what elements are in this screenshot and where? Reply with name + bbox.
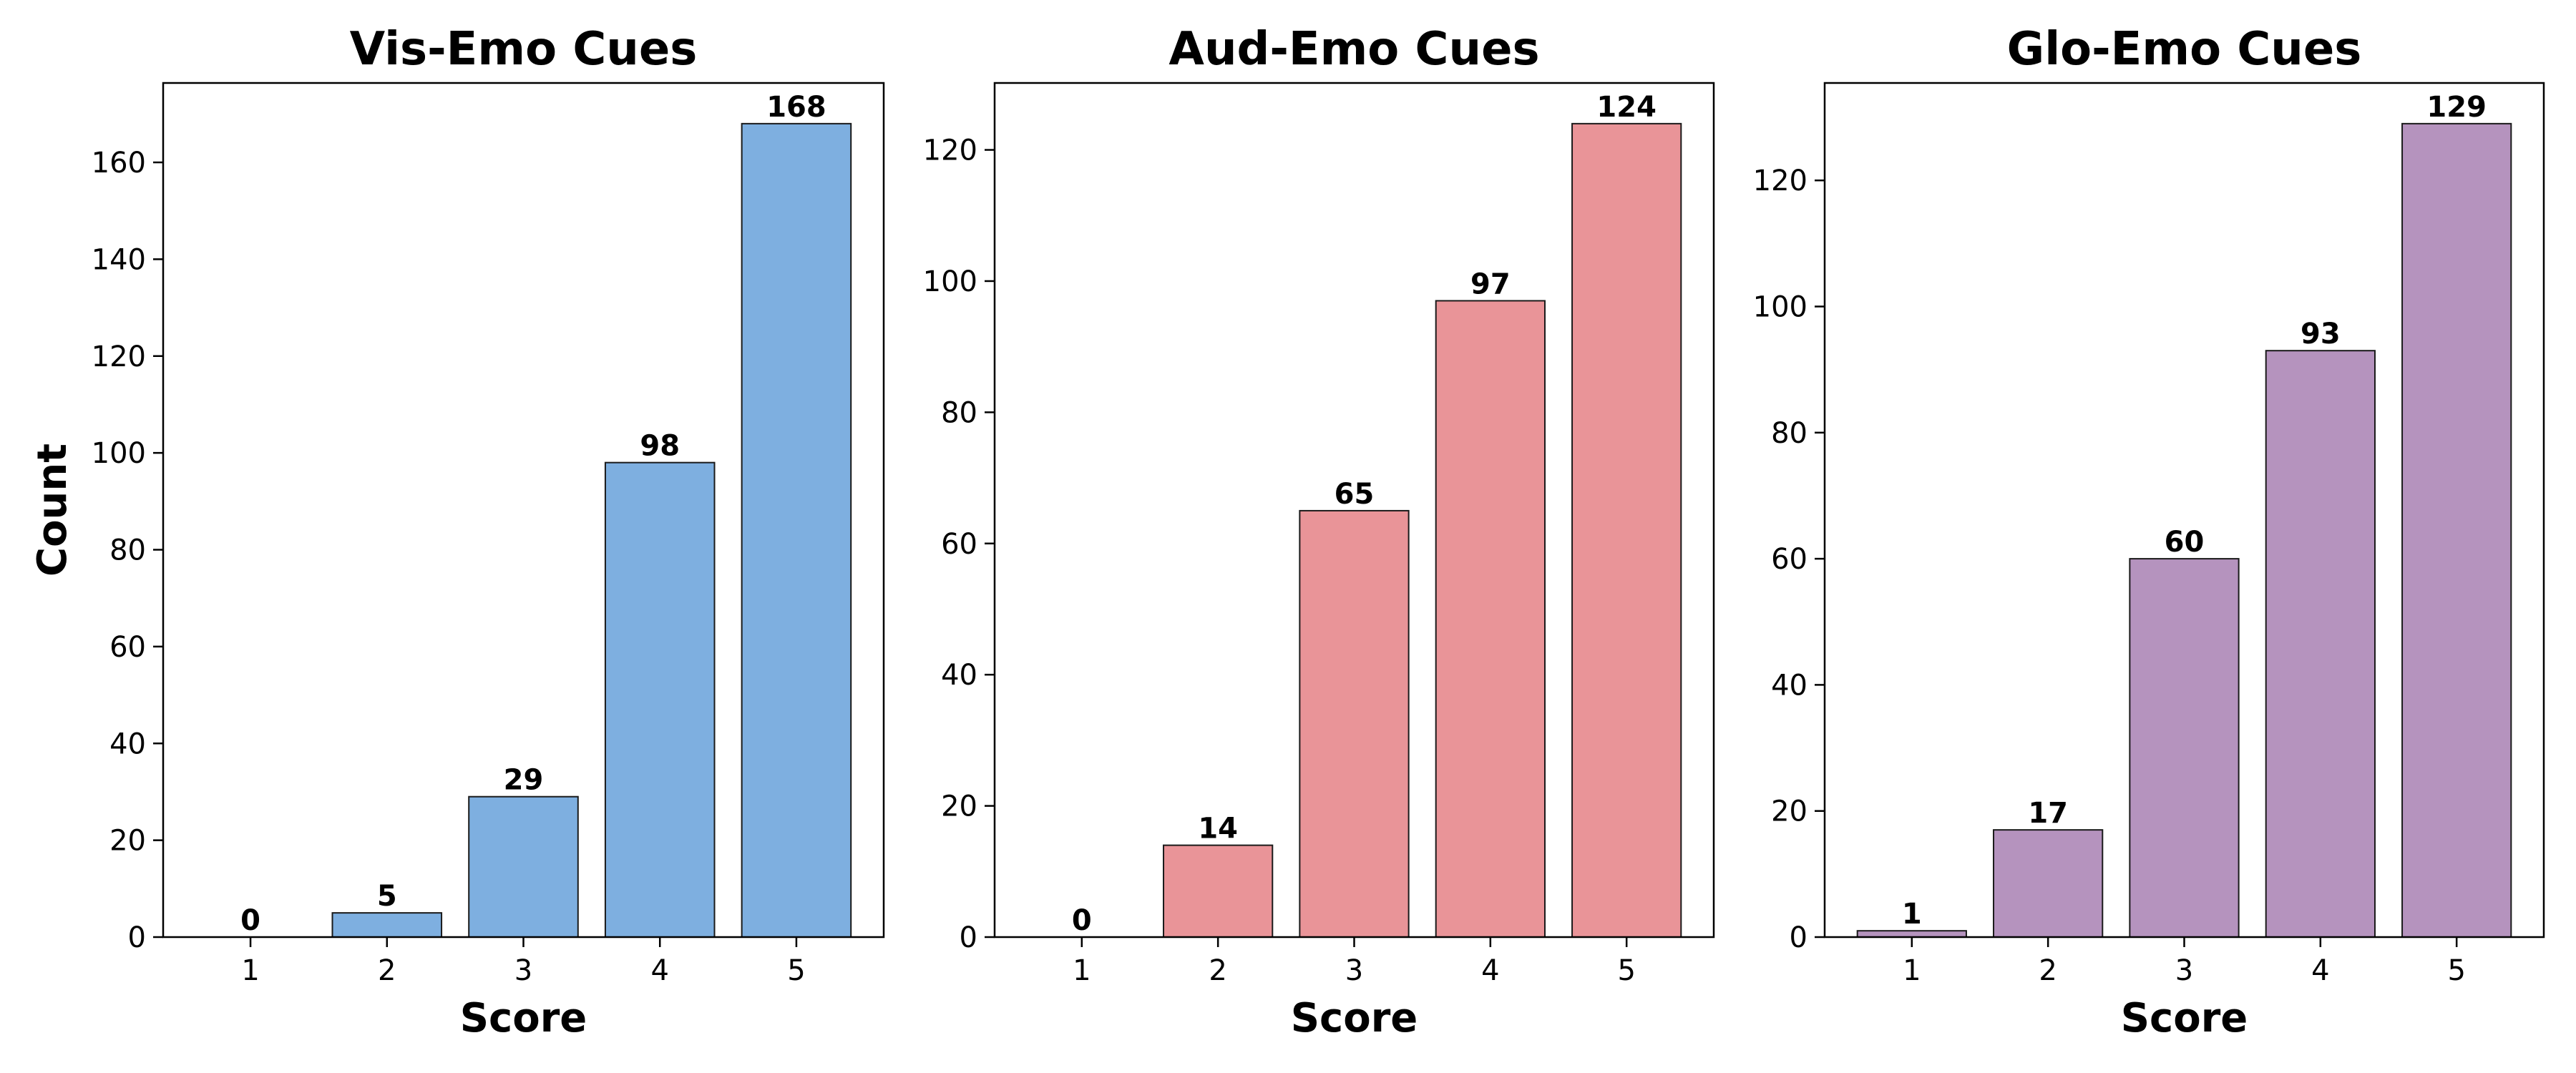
x-axis-label: Score <box>1291 995 1418 1042</box>
x-tick-label: 2 <box>1209 954 1226 987</box>
data-label-1: 1 <box>1902 898 1922 931</box>
bar-5 <box>1571 122 1682 938</box>
y-tick-label: 40 <box>1771 669 1807 702</box>
data-label-3: 29 <box>504 764 544 797</box>
bar-3 <box>1299 509 1410 938</box>
y-tick-label: 60 <box>1771 543 1807 576</box>
x-tick-label: 1 <box>1073 954 1091 987</box>
y-tick-label: 20 <box>109 825 146 858</box>
x-tick-label: 5 <box>787 954 805 987</box>
x-tick-label: 1 <box>241 954 259 987</box>
y-tick-label: 60 <box>109 631 146 664</box>
chart-panel-1: 0 5 29 98 168 0 20 40 60 80 100 120 140 160 1 2 3 4 5 Vis-E… <box>29 23 885 1042</box>
x-tick-label: 2 <box>378 954 396 987</box>
chart-title: Vis-Emo Cues <box>350 23 698 76</box>
bar-5 <box>2401 122 2512 938</box>
x-tick-label: 3 <box>514 954 532 987</box>
y-tick-label: 80 <box>1771 417 1807 450</box>
data-label-4: 97 <box>1470 268 1511 300</box>
y-tick-label: 20 <box>941 790 977 823</box>
x-tick-label: 4 <box>650 954 668 987</box>
y-tick-label: 40 <box>109 727 146 760</box>
y-tick-label: 140 <box>92 243 146 276</box>
y-axis-label: Count <box>29 444 76 577</box>
y-tick-label: 0 <box>960 921 977 954</box>
data-label-2: 14 <box>1198 813 1238 846</box>
x-axis-label: Score <box>2121 995 2248 1042</box>
y-tick-label: 80 <box>109 534 146 567</box>
y-tick-label: 100 <box>1753 290 1807 323</box>
data-label-3: 60 <box>2165 526 2205 559</box>
x-axis-label: Score <box>460 995 587 1042</box>
data-label-1: 0 <box>1072 904 1092 937</box>
x-tick-label: 5 <box>2447 954 2465 987</box>
data-label-2: 5 <box>377 880 397 913</box>
bar-2 <box>331 912 443 939</box>
bar-2 <box>1993 829 2104 938</box>
bar-4 <box>2265 350 2376 938</box>
y-tick-label: 0 <box>1790 921 1807 954</box>
chart-panel-2: 0 14 65 97 124 0 20 40 60 80 100 120 1 2 3 4 5 Aud-Emo Cu… <box>923 23 1715 1042</box>
bar-2 <box>1163 844 1274 939</box>
chart-panel-3: 1 17 60 93 129 0 20 40 60 80 100 120 1 2 3 4 5 Glo-Emo Cu… <box>1753 23 2545 1042</box>
x-tick-label: 5 <box>1617 954 1635 987</box>
bar-4 <box>1435 300 1546 938</box>
data-label-4: 93 <box>2301 318 2341 351</box>
x-tick-label: 2 <box>2039 954 2057 987</box>
data-label-5: 168 <box>766 91 826 124</box>
x-tick-label: 3 <box>1345 954 1363 987</box>
y-tick-label: 100 <box>92 437 146 470</box>
data-label-5: 129 <box>2426 91 2487 124</box>
y-tick-label: 120 <box>92 340 146 373</box>
y-tick-label: 20 <box>1771 795 1807 828</box>
bar-4 <box>604 461 716 938</box>
y-tick-label: 40 <box>941 659 977 692</box>
bar-5 <box>741 122 852 938</box>
chart-title: Aud-Emo Cues <box>1169 23 1539 76</box>
data-label-2: 17 <box>2028 797 2068 830</box>
bar-3 <box>2129 558 2240 938</box>
y-tick-label: 120 <box>923 134 977 167</box>
y-tick-label: 80 <box>941 396 977 429</box>
y-tick-label: 0 <box>128 921 146 954</box>
x-tick-label: 1 <box>1903 954 1921 987</box>
data-label-3: 65 <box>1335 478 1375 511</box>
y-tick-label: 60 <box>941 528 977 561</box>
x-tick-label: 4 <box>1481 954 1499 987</box>
x-tick-label: 4 <box>2311 954 2329 987</box>
y-tick-label: 100 <box>923 265 977 298</box>
data-label-1: 0 <box>240 904 260 937</box>
data-label-5: 124 <box>1596 91 1657 124</box>
bar-3 <box>468 795 579 939</box>
bar-1 <box>1856 930 1967 938</box>
data-label-4: 98 <box>640 430 680 463</box>
x-tick-label: 3 <box>2175 954 2193 987</box>
y-tick-label: 120 <box>1753 165 1807 197</box>
chart-title: Glo-Emo Cues <box>2007 23 2362 76</box>
y-tick-label: 160 <box>92 147 146 180</box>
